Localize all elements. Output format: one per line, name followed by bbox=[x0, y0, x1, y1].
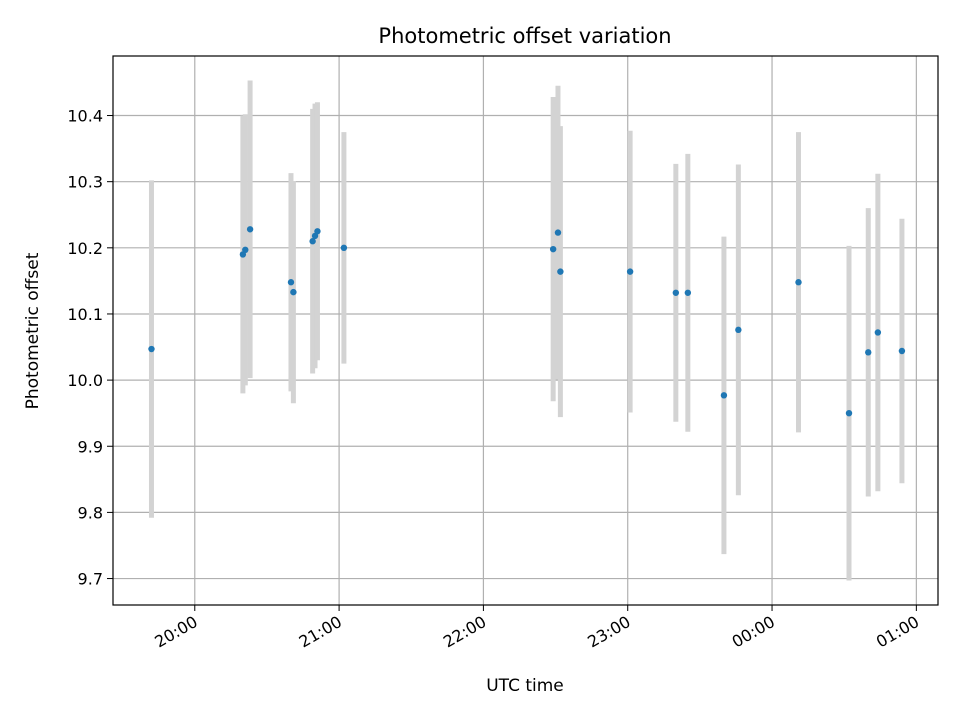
data-point bbox=[314, 228, 321, 235]
y-tick-label: 9.9 bbox=[78, 437, 103, 456]
y-tick-label: 9.8 bbox=[78, 503, 103, 522]
data-point bbox=[246, 226, 254, 233]
y-axis-ticks: 9.7 9.8 9.9 10.0 10.1 10.2 10.3 10.4 bbox=[67, 107, 113, 589]
data-point bbox=[309, 238, 316, 245]
data-point bbox=[865, 349, 872, 356]
data-point bbox=[720, 392, 728, 399]
data-point bbox=[672, 289, 680, 296]
data-point bbox=[898, 347, 906, 355]
y-tick-label: 10.4 bbox=[67, 107, 103, 126]
x-axis-label: UTC time bbox=[486, 676, 564, 696]
y-tick-label: 10.1 bbox=[67, 305, 103, 324]
data-point bbox=[626, 268, 634, 275]
y-axis-label: Photometric offset bbox=[23, 252, 43, 409]
data-point bbox=[554, 229, 562, 236]
data-point bbox=[242, 246, 249, 254]
data-points bbox=[148, 226, 906, 417]
data-point bbox=[340, 244, 348, 252]
data-point bbox=[549, 245, 557, 253]
data-point bbox=[290, 288, 297, 296]
data-point bbox=[845, 409, 853, 417]
data-point bbox=[735, 326, 742, 334]
data-point bbox=[795, 279, 802, 286]
data-point bbox=[287, 279, 295, 286]
data-point bbox=[148, 345, 155, 353]
data-point bbox=[874, 329, 882, 336]
y-tick-label: 10.2 bbox=[67, 239, 103, 258]
y-tick-label: 9.7 bbox=[78, 570, 103, 589]
chart-title: Photometric offset variation bbox=[378, 24, 671, 48]
data-point bbox=[684, 289, 692, 296]
y-tick-label: 10.3 bbox=[67, 173, 103, 192]
plot-frame bbox=[112, 55, 939, 606]
y-tick-label: 10.0 bbox=[67, 371, 103, 390]
data-point bbox=[557, 268, 564, 275]
